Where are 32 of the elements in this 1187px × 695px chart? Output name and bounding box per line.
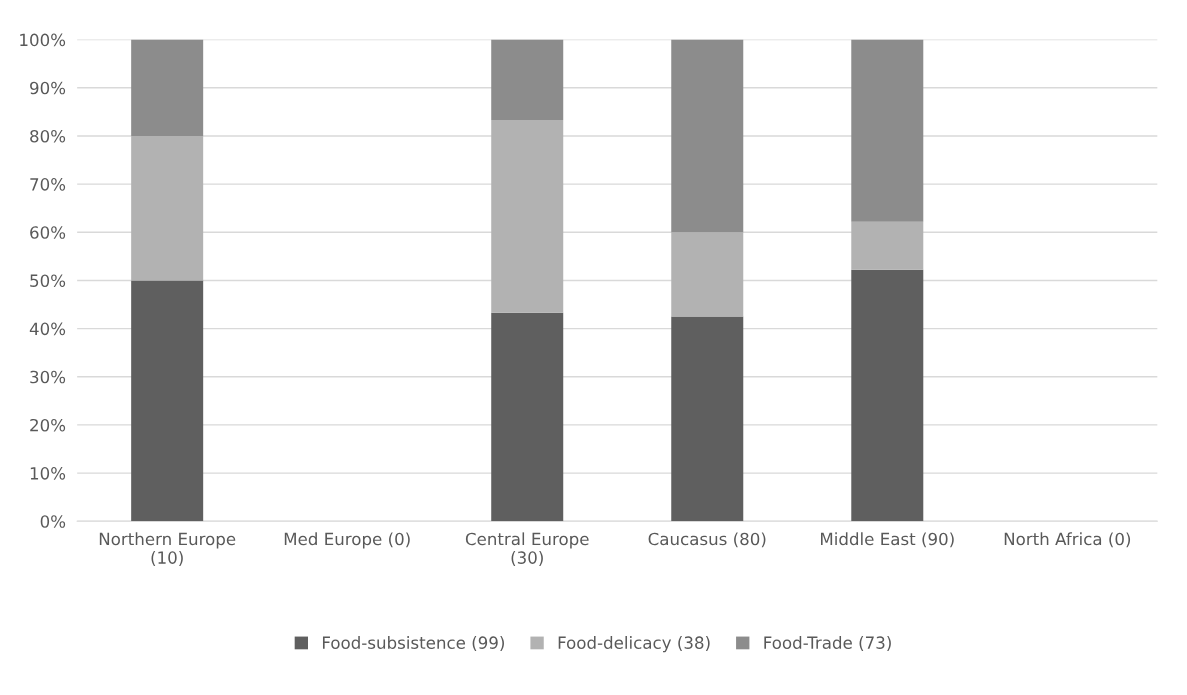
bar	[851, 221, 924, 270]
y-tick-label: 0%	[40, 515, 66, 528]
x-tick-label: North Africa (0)	[1004, 532, 1131, 548]
x-tick-label: Middle East (90)	[821, 532, 954, 548]
y-tick-label: 20%	[30, 418, 66, 432]
bar	[131, 39, 204, 136]
bar	[131, 135, 204, 281]
bar	[671, 232, 744, 317]
y-tick-label: 90%	[30, 81, 66, 95]
y-tick-label: 10%	[30, 467, 66, 480]
x-tick-label: Central Europe (30)	[465, 532, 589, 566]
y-tick-label: 60%	[30, 226, 66, 239]
bar	[491, 39, 564, 121]
x-tick-label: Med Europe (0)	[284, 532, 410, 549]
bar	[491, 312, 564, 522]
legend-label: Food-delicacy (38)	[558, 636, 710, 653]
legend-label: Food-Trade (73)	[764, 636, 891, 651]
y-tick-label: 70%	[30, 178, 66, 191]
bar	[131, 280, 204, 522]
y-tick-label: 30%	[30, 370, 66, 384]
legend-label: Food-subsistence (99)	[322, 636, 504, 651]
bar	[671, 316, 744, 522]
x-tick-label: Northern Europe (10)	[99, 532, 236, 566]
bar	[671, 39, 744, 233]
bar	[851, 39, 924, 222]
y-tick-label: 80%	[30, 129, 66, 143]
bar	[491, 120, 564, 313]
y-tick-label: 40%	[29, 322, 66, 336]
y-tick-label: 50%	[30, 274, 66, 287]
bar	[851, 269, 924, 522]
x-tick-label: Caucasus (80)	[648, 532, 766, 548]
y-tick-label: 100%	[20, 33, 66, 47]
